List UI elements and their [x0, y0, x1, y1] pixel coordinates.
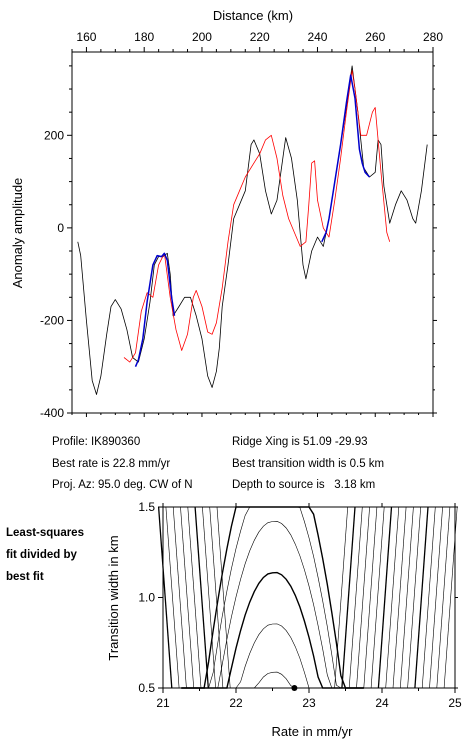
contour-axis-ticks: 21 22 23 24 25 0.5 1.0 1.5 — [138, 500, 462, 710]
y-tick-label: 0 — [57, 221, 64, 235]
misfit-contour — [165, 506, 180, 689]
best-fit-marker — [291, 685, 298, 691]
red-anomaly-line — [123, 70, 391, 363]
depth-to-source-label: Depth to source is 3.18 km — [232, 479, 376, 491]
side-caption-line: best fit — [6, 571, 44, 583]
misfit-contour — [181, 623, 364, 689]
misfit-contour-chart: 21 22 23 24 25 0.5 1.0 1.5 Rate in mm/yr Transi… — [106, 500, 462, 739]
y-tick-label: 0.5 — [138, 681, 155, 695]
misfit-contour — [370, 506, 385, 689]
anomaly-axis-label: Anomaly amplitude — [10, 178, 25, 289]
misfit-contour — [157, 506, 173, 689]
x-tick-label: 24 — [375, 696, 389, 710]
x-tick-label: 280 — [423, 30, 443, 44]
x-tick-label: 240 — [307, 30, 327, 44]
misfit-contour — [436, 506, 451, 689]
misfit-contour — [216, 506, 231, 689]
x-tick-label: 260 — [365, 30, 385, 44]
misfit-contour — [414, 506, 429, 689]
misfit-contour — [194, 506, 209, 689]
y-tick-label: 200 — [44, 128, 64, 142]
misfit-contour — [407, 506, 421, 689]
ridge-crossing-label: Ridge Xing is 51.09 -29.93 — [232, 436, 368, 448]
misfit-contour — [421, 506, 436, 689]
misfit-contour — [377, 506, 393, 689]
misfit-contour — [334, 506, 348, 689]
best-transition-width-label: Best transition width is 0.5 km — [232, 458, 385, 470]
misfit-contour — [209, 506, 224, 689]
y-tick-label: -200 — [40, 313, 64, 327]
side-caption-line: Least-squares — [6, 527, 84, 539]
y-tick-label: 1.0 — [138, 591, 155, 605]
projection-azimuth-label: Proj. Az: 95.0 deg. CW of N — [52, 479, 193, 491]
x-tick-label: 23 — [302, 696, 316, 710]
x-tick-label: 220 — [250, 30, 270, 44]
y-tick-label: 1.5 — [138, 500, 155, 514]
misfit-contour — [392, 506, 407, 689]
best-rate-label: Best rate is 22.8 mm/yr — [52, 458, 171, 470]
x-tick-label: 160 — [76, 30, 96, 44]
misfit-contour — [363, 506, 378, 689]
profile-label: Profile: IK890360 — [52, 436, 141, 448]
misfit-contour — [187, 506, 202, 689]
anomaly-profile-chart: 160 180 200 220 240 260 280 -400 -200 0 200 Distan… — [10, 8, 443, 420]
rate-axis-label: Rate in mm/yr — [272, 724, 354, 739]
blue-anomaly-line — [321, 74, 371, 243]
x-tick-label: 200 — [192, 30, 212, 44]
side-caption-line: fit divided by — [6, 549, 77, 561]
side-caption: Least-squares fit divided by best fit — [6, 522, 84, 588]
misfit-contour — [341, 506, 356, 689]
misfit-contour — [356, 506, 370, 689]
x-tick-label: 22 — [229, 696, 243, 710]
misfit-contour — [400, 506, 414, 689]
misfit-contour — [180, 506, 194, 689]
misfit-contour-lines — [157, 506, 458, 689]
transition-width-axis-label: Transition width in km — [106, 535, 121, 660]
x-tick-label: 21 — [156, 696, 170, 710]
y-tick-label: -400 — [40, 406, 64, 420]
anomaly-plot-frame — [71, 51, 434, 414]
anomaly-series-group — [77, 65, 428, 395]
black-anomaly-line — [77, 65, 428, 395]
distance-axis-label: Distance (km) — [213, 8, 293, 23]
misfit-contour — [429, 506, 443, 689]
misfit-contour — [172, 506, 187, 689]
x-tick-label: 25 — [448, 696, 462, 710]
x-tick-label: 180 — [134, 30, 154, 44]
anomaly-axis-ticks: 160 180 200 220 240 260 280 -400 -200 0 200 — [40, 30, 443, 420]
blue-anomaly-line — [134, 252, 176, 367]
misfit-contour — [348, 506, 363, 689]
misfit-contour — [202, 506, 216, 689]
misfit-contour — [385, 506, 400, 689]
